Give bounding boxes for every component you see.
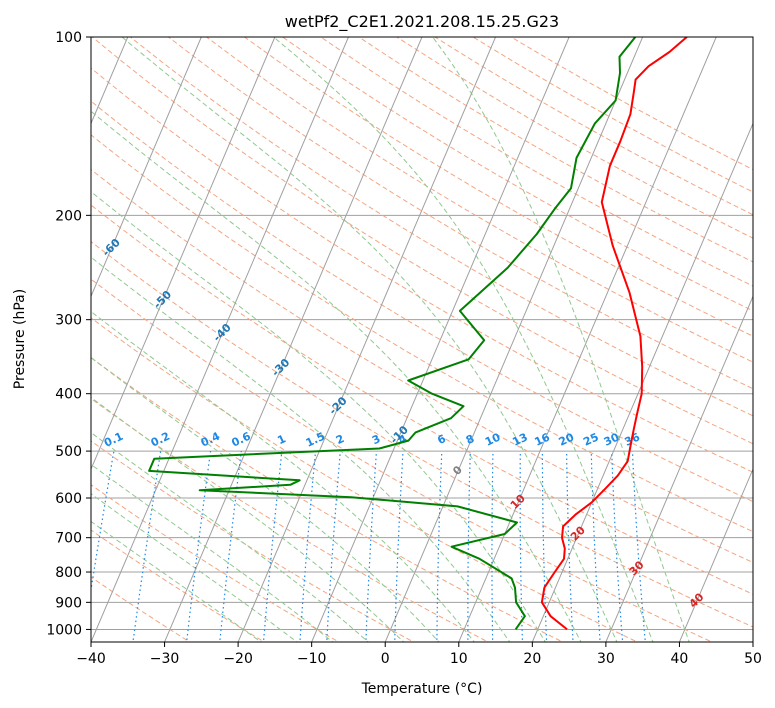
dry-adiabat bbox=[91, 317, 639, 642]
dry-adiabat bbox=[282, 37, 753, 312]
background-lines bbox=[91, 37, 753, 642]
mixing-ratio-label: 30 bbox=[602, 430, 622, 448]
dry-adiabat bbox=[91, 37, 753, 445]
y-tick-label: 100 bbox=[55, 30, 82, 46]
dry-adiabat bbox=[91, 484, 340, 642]
dry-adiabat bbox=[91, 278, 714, 642]
y-tick-label: 600 bbox=[55, 491, 82, 507]
isotherm-line bbox=[91, 37, 349, 642]
x-tick-label: 0 bbox=[381, 651, 390, 667]
moist-adiabat bbox=[91, 463, 334, 642]
x-tick-label: −10 bbox=[297, 651, 327, 667]
plot-frame bbox=[90, 36, 754, 643]
mixing-ratio-label: 20 bbox=[557, 430, 577, 448]
isotherm-line bbox=[91, 37, 276, 471]
mixing-ratio-line bbox=[491, 451, 494, 642]
x-tick-label: −30 bbox=[150, 651, 180, 667]
series-group bbox=[148, 37, 688, 631]
y-tick-label: 800 bbox=[55, 565, 82, 581]
y-tick-label: 900 bbox=[55, 595, 82, 611]
isotherm-line bbox=[164, 37, 423, 642]
moist-adiabat bbox=[91, 520, 262, 642]
x-tick-label: 10 bbox=[450, 651, 468, 667]
x-tick-label: 40 bbox=[671, 651, 689, 667]
isotherm-line bbox=[531, 122, 753, 642]
mixing-ratio-label: 16 bbox=[532, 430, 552, 448]
y-axis-title: Pressure (hPa) bbox=[12, 289, 28, 389]
moist-adiabat bbox=[121, 37, 618, 642]
dewpoint-line bbox=[148, 37, 637, 630]
dry-adiabat bbox=[91, 100, 753, 503]
isotherm-line bbox=[237, 37, 497, 642]
y-tick-label: 300 bbox=[55, 313, 82, 329]
mixing-ratio-label: 13 bbox=[510, 431, 529, 449]
isotherm-line bbox=[605, 295, 753, 642]
x-tick-label: 30 bbox=[597, 651, 615, 667]
mixing-ratio-line bbox=[566, 451, 574, 642]
x-tick-label: −20 bbox=[223, 651, 253, 667]
isotherm-line bbox=[384, 37, 644, 642]
x-tick-label: −40 bbox=[76, 651, 106, 667]
dry-adiabat bbox=[91, 134, 753, 533]
isotherm-line bbox=[311, 37, 570, 642]
isotherm-line bbox=[91, 37, 202, 298]
dry-adiabat bbox=[91, 67, 753, 473]
mixing-ratio-line bbox=[365, 451, 378, 642]
mixing-ratio-line bbox=[262, 451, 283, 642]
isotherm-line bbox=[678, 467, 753, 642]
moist-adiabat bbox=[91, 356, 440, 642]
dry-adiabat bbox=[320, 37, 753, 287]
x-axis-title: Temperature (°C) bbox=[361, 681, 483, 697]
mixing-ratio-line bbox=[185, 451, 212, 642]
mixing-ratio-line bbox=[611, 451, 624, 642]
dry-adiabat bbox=[91, 397, 490, 642]
moist-adiabat bbox=[432, 37, 690, 642]
mixing-ratio-line bbox=[436, 451, 443, 642]
y-tick-label: 1000 bbox=[46, 622, 82, 638]
y-tick-label: 700 bbox=[55, 531, 82, 547]
moist-adiabat bbox=[91, 110, 582, 642]
mixing-ratio-line bbox=[631, 451, 646, 642]
dry-adiabat bbox=[91, 440, 415, 642]
mixing-ratio-line bbox=[394, 451, 404, 642]
y-tick-label: 200 bbox=[55, 208, 82, 224]
mixing-ratio-line bbox=[467, 451, 471, 642]
x-tick-label: 50 bbox=[744, 651, 762, 667]
dry-adiabat bbox=[91, 356, 564, 642]
moist-adiabat bbox=[91, 431, 370, 642]
mixing-ratio-line bbox=[541, 451, 548, 642]
dry-adiabat bbox=[91, 168, 753, 564]
mixing-ratio-line bbox=[590, 451, 601, 642]
chart-title: wetPf2_C2E1.2021.208.15.25.G23 bbox=[285, 12, 559, 32]
mixing-ratio-line bbox=[326, 451, 341, 642]
dry-adiabat bbox=[91, 204, 753, 595]
x-tick-label: 20 bbox=[523, 651, 541, 667]
mixing-ratio-line bbox=[219, 451, 242, 642]
moist-adiabat bbox=[91, 310, 475, 642]
mixing-ratio-label: 10 bbox=[483, 430, 503, 448]
temperature-line bbox=[540, 37, 688, 631]
dry-adiabat bbox=[91, 529, 266, 642]
moist-adiabat bbox=[91, 256, 511, 642]
moist-adiabat bbox=[91, 191, 546, 642]
y-tick-label: 500 bbox=[55, 444, 82, 460]
y-axis: 100 200 300 400 500 600 700 800 900 1000 bbox=[46, 30, 91, 638]
x-axis: −40 −30 −20 −10 0 10 20 30 40 50 bbox=[76, 642, 762, 667]
dry-adiabat bbox=[91, 241, 753, 628]
mixing-ratio-label: 25 bbox=[581, 431, 600, 449]
y-tick-label: 400 bbox=[55, 387, 82, 403]
dry-adiabat bbox=[129, 37, 753, 417]
mixing-ratio-line bbox=[132, 451, 162, 642]
moist-adiabat bbox=[273, 37, 654, 642]
isotherm-line bbox=[458, 37, 717, 642]
